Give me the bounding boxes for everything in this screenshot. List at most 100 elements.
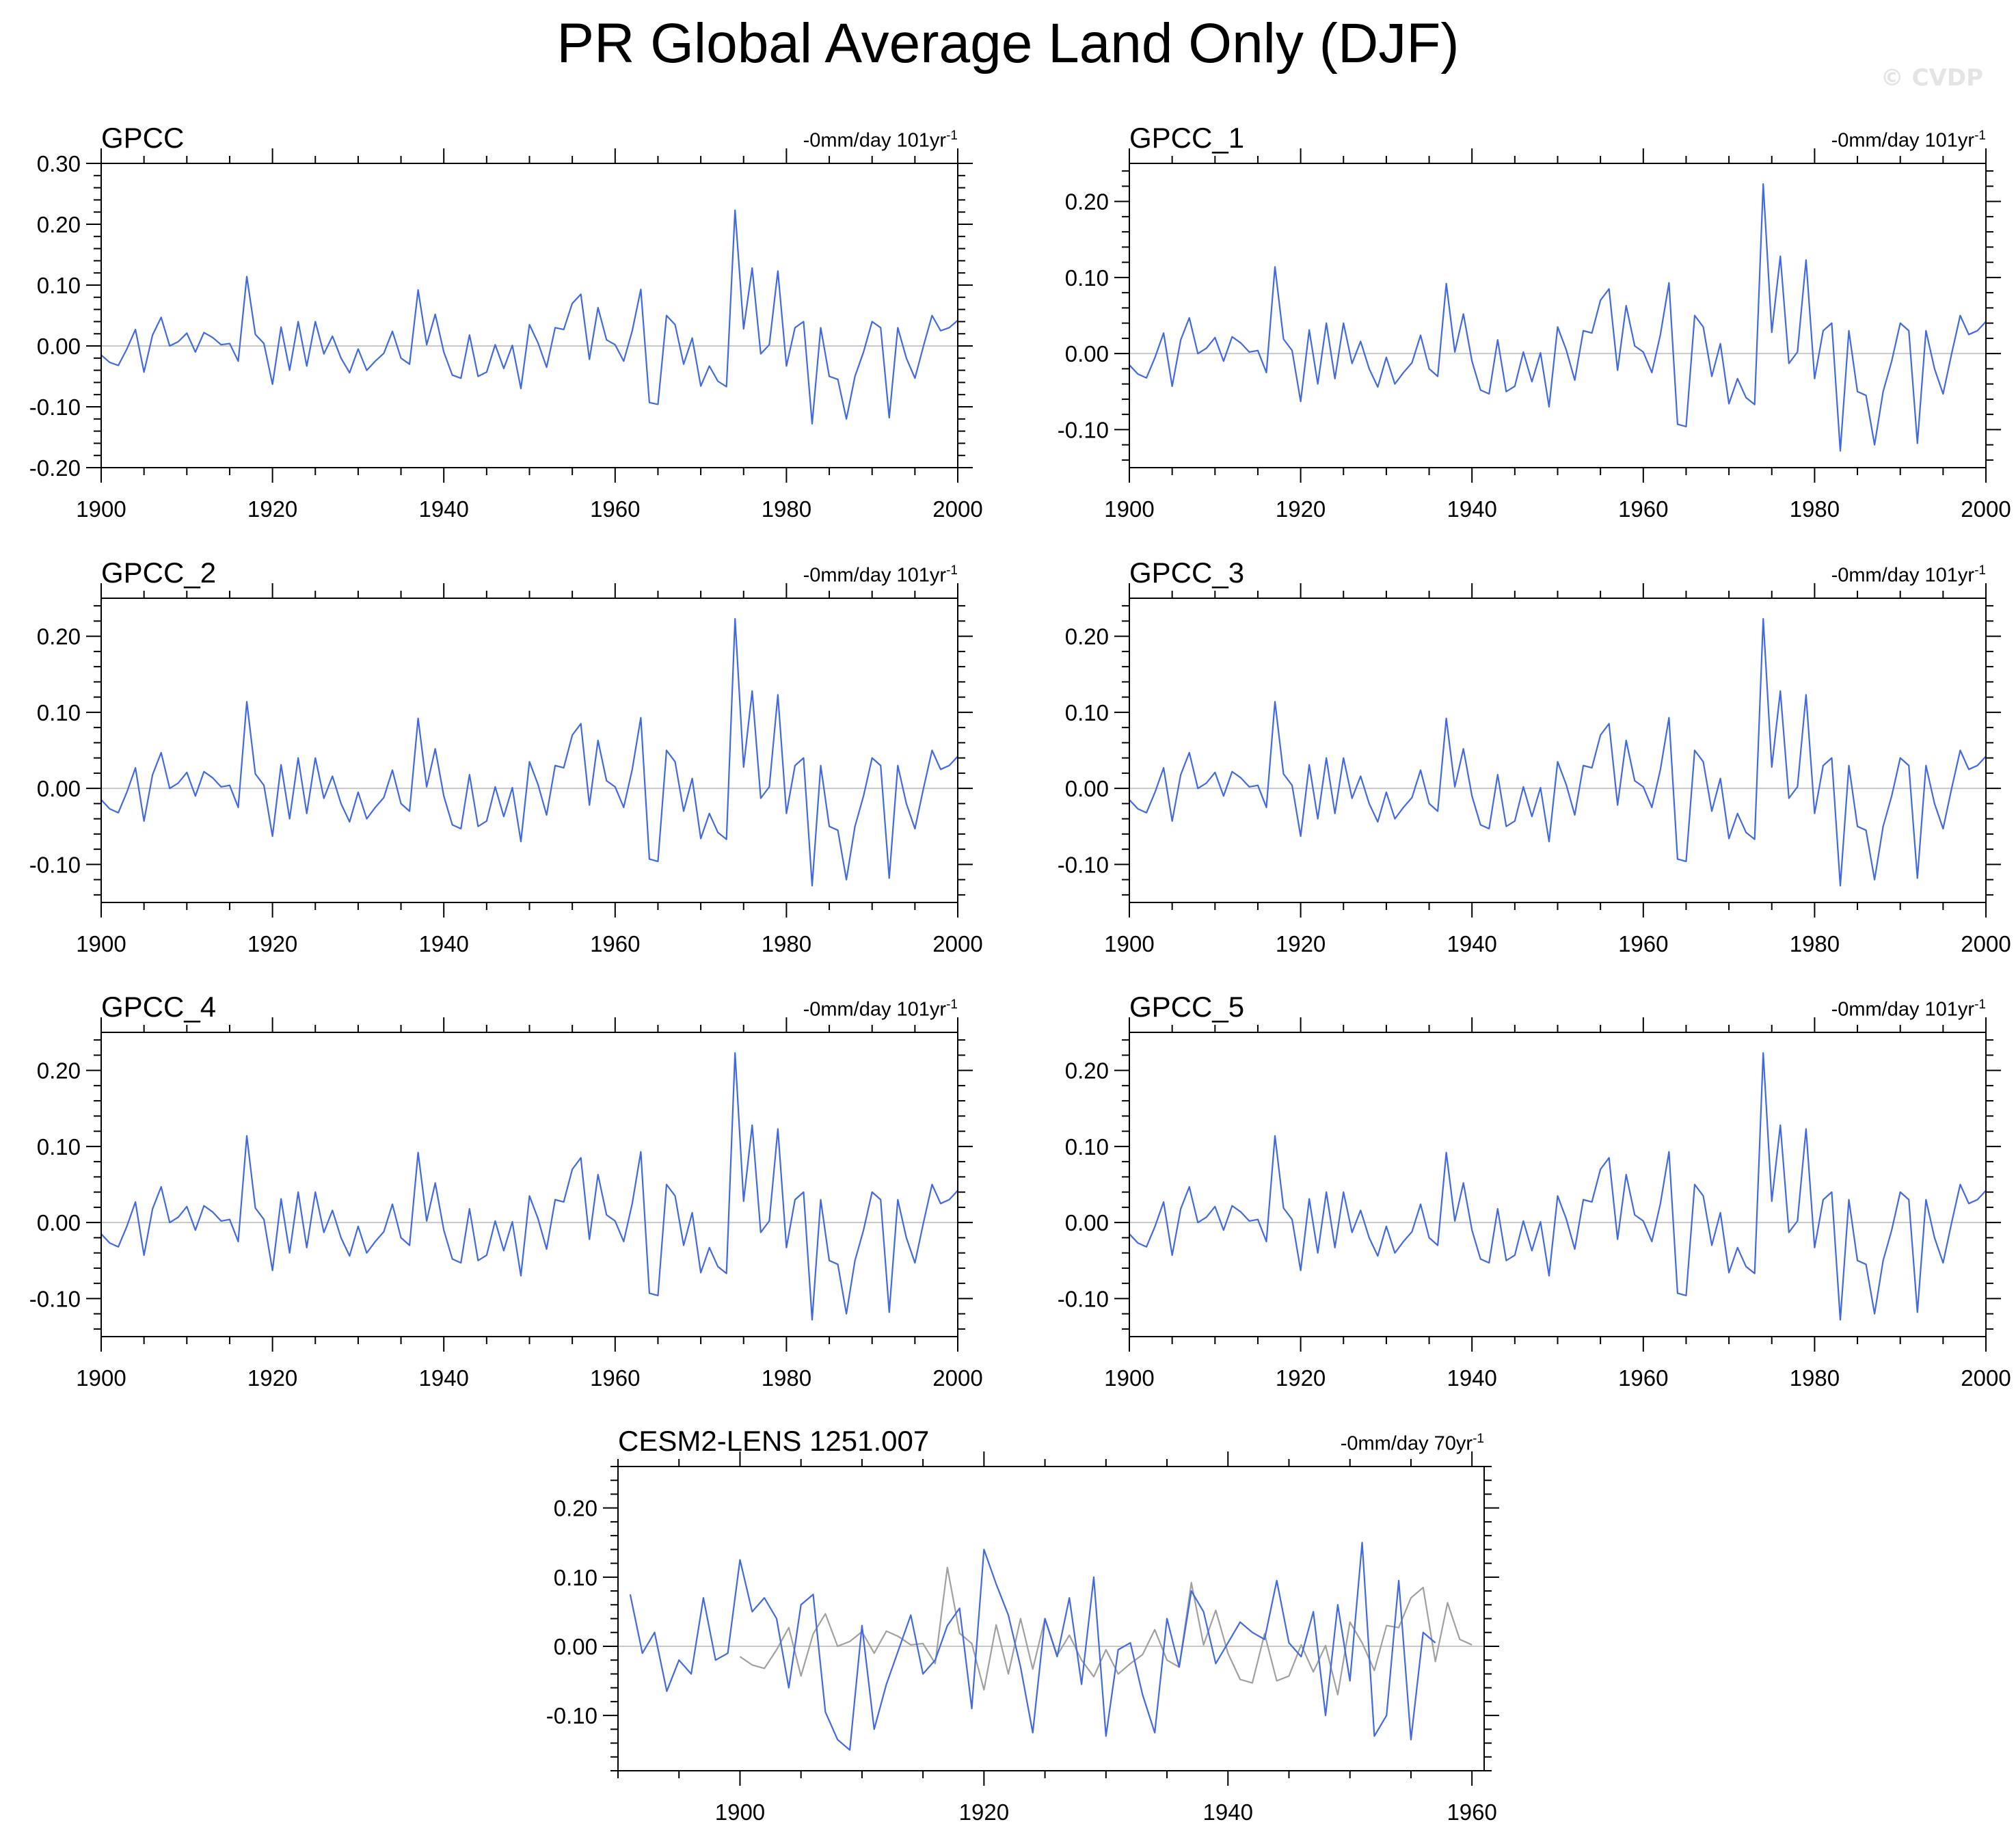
y-tick-label: -0.10 — [29, 1286, 81, 1311]
chart-panel-5: -0.10 0.00 0.10 0.20 1900 1920 1940 1960 1980 200… — [1058, 1017, 2011, 1391]
x-tick-label: 1940 — [418, 496, 468, 522]
x-tick-label: 1900 — [76, 931, 126, 956]
plot-frame — [1129, 1032, 1987, 1337]
trend-text: -0mm/day 101yr — [1831, 129, 1975, 152]
y-tick-label: 0.20 — [37, 1058, 81, 1084]
x-tick-label: 1900 — [76, 496, 126, 522]
plot-frame — [100, 1032, 958, 1337]
x-tick-label: 1940 — [1203, 1799, 1253, 1825]
x-tick-label: 1940 — [418, 1365, 468, 1391]
x-tick-label: 1900 — [76, 1365, 126, 1391]
plot-frame — [100, 163, 958, 468]
chart-panel-6: -0.10 0.00 0.10 0.20 1900 1920 1940 1960 — [546, 1451, 1499, 1825]
y-tick-label: 0.00 — [1065, 1210, 1109, 1235]
y-tick-label: 0.20 — [37, 212, 81, 237]
x-tick-label: 1900 — [715, 1799, 765, 1825]
plot-frame — [617, 1466, 1485, 1771]
x-tick-label: 2000 — [932, 931, 982, 956]
series-line-gpcc-3 — [1129, 617, 1987, 887]
x-tick-label: 1960 — [1618, 931, 1668, 956]
x-tick-label: 1920 — [247, 496, 297, 522]
y-tick-label: 0.00 — [37, 334, 81, 359]
y-tick-label: 0.10 — [37, 1134, 81, 1160]
x-tick-label: 1940 — [1447, 931, 1496, 956]
x-tick-label: 1960 — [590, 496, 640, 522]
y-tick-label: 0.00 — [1065, 341, 1109, 366]
y-tick-label: 0.20 — [1065, 189, 1109, 215]
chart-panel-4: -0.10 0.00 0.10 0.20 1900 1920 1940 1960 1980 200… — [29, 1017, 983, 1391]
x-tick-label: 1980 — [762, 931, 811, 956]
x-tick-label: 1960 — [1447, 1799, 1496, 1825]
x-tick-label: 2000 — [932, 1365, 982, 1391]
x-tick-label: 1920 — [959, 1799, 1009, 1825]
trend-exponent: -1 — [946, 563, 958, 578]
y-tick-label: 0.00 — [37, 1210, 81, 1235]
y-tick-label: 0.10 — [37, 273, 81, 298]
x-tick-label: 1900 — [1104, 1365, 1154, 1391]
x-tick-label: 2000 — [1961, 931, 2011, 956]
trend-exponent: -1 — [1974, 563, 1986, 578]
trend-exponent: -1 — [946, 129, 958, 143]
plot-frame — [1129, 163, 1987, 468]
plot-frame — [100, 598, 958, 903]
y-tick-label: 0.00 — [554, 1634, 597, 1659]
panel-trend-label: -0mm/day 101yr-1 — [1831, 124, 1986, 153]
series-line-gpcc-2 — [100, 617, 958, 887]
y-tick-label: -0.10 — [546, 1703, 597, 1728]
x-tick-label: 1980 — [1790, 931, 1840, 956]
x-tick-label: 1920 — [247, 931, 297, 956]
y-tick-label: 0.10 — [37, 700, 81, 725]
series-line-gpcc-1 — [1129, 183, 1987, 452]
panel-title: GPCC_4 — [101, 991, 217, 1023]
chart-panel-2: -0.10 0.00 0.10 0.20 1900 1920 1940 1960 1980 200… — [29, 583, 983, 956]
series-line-cesm2-lens-1251-007 — [629, 1542, 1436, 1751]
panel-trend-label: -0mm/day 101yr-1 — [1831, 993, 1986, 1022]
plot-frame — [1129, 598, 1987, 903]
panel-title: GPCC_1 — [1129, 122, 1245, 154]
x-tick-label: 1940 — [1447, 1365, 1496, 1391]
x-tick-label: 1980 — [762, 496, 811, 522]
trend-exponent: -1 — [946, 997, 958, 1012]
x-tick-label: 1960 — [590, 1365, 640, 1391]
x-tick-label: 1980 — [1790, 1365, 1840, 1391]
x-tick-label: 1920 — [247, 1365, 297, 1391]
x-tick-label: 1920 — [1276, 931, 1326, 956]
trend-exponent: -1 — [1974, 997, 1986, 1012]
trend-text: -0mm/day 101yr — [1831, 998, 1975, 1021]
trend-text: -0mm/day 101yr — [803, 564, 947, 587]
x-tick-label: 1980 — [762, 1365, 811, 1391]
trend-text: -0mm/day 70yr — [1340, 1432, 1473, 1455]
y-tick-label: 0.10 — [1065, 700, 1109, 725]
x-tick-label: 1900 — [1104, 496, 1154, 522]
y-tick-label: -0.10 — [29, 394, 81, 420]
x-tick-label: 2000 — [1961, 1365, 2011, 1391]
trend-text: -0mm/day 101yr — [803, 998, 947, 1021]
y-tick-label: 0.20 — [1065, 624, 1109, 650]
cvdp-watermark: © CVDP — [1880, 64, 1983, 92]
x-tick-label: 1920 — [1276, 1365, 1326, 1391]
y-tick-label: -0.20 — [29, 455, 81, 481]
x-tick-label: 1980 — [1790, 496, 1840, 522]
x-tick-label: 1900 — [1104, 931, 1154, 956]
panel-trend-label: -0mm/day 101yr-1 — [803, 559, 958, 588]
x-tick-label: 1960 — [590, 931, 640, 956]
y-tick-label: 0.20 — [37, 624, 81, 650]
trend-exponent: -1 — [1473, 1432, 1484, 1446]
panel-title: GPCC_2 — [101, 557, 217, 589]
y-tick-label: -0.10 — [1058, 1286, 1109, 1311]
series-line-gpcc-5 — [1129, 1052, 1987, 1321]
chart-panel-3: -0.10 0.00 0.10 0.20 1900 1920 1940 1960 1980 200… — [1058, 583, 2011, 956]
x-tick-label: 1960 — [1618, 1365, 1668, 1391]
trend-exponent: -1 — [1974, 129, 1986, 143]
panel-trend-label: -0mm/day 101yr-1 — [803, 993, 958, 1022]
x-tick-label: 1940 — [418, 931, 468, 956]
chart-panel-1: -0.10 0.00 0.10 0.20 1900 1920 1940 1960 1980 200… — [1058, 148, 2011, 522]
y-tick-label: 0.20 — [1065, 1058, 1109, 1084]
y-tick-label: 0.30 — [37, 151, 81, 176]
y-tick-label: 0.20 — [554, 1496, 597, 1521]
trend-text: -0mm/day 101yr — [1831, 564, 1975, 587]
x-tick-label: 1960 — [1618, 496, 1668, 522]
y-tick-label: 0.10 — [1065, 265, 1109, 291]
